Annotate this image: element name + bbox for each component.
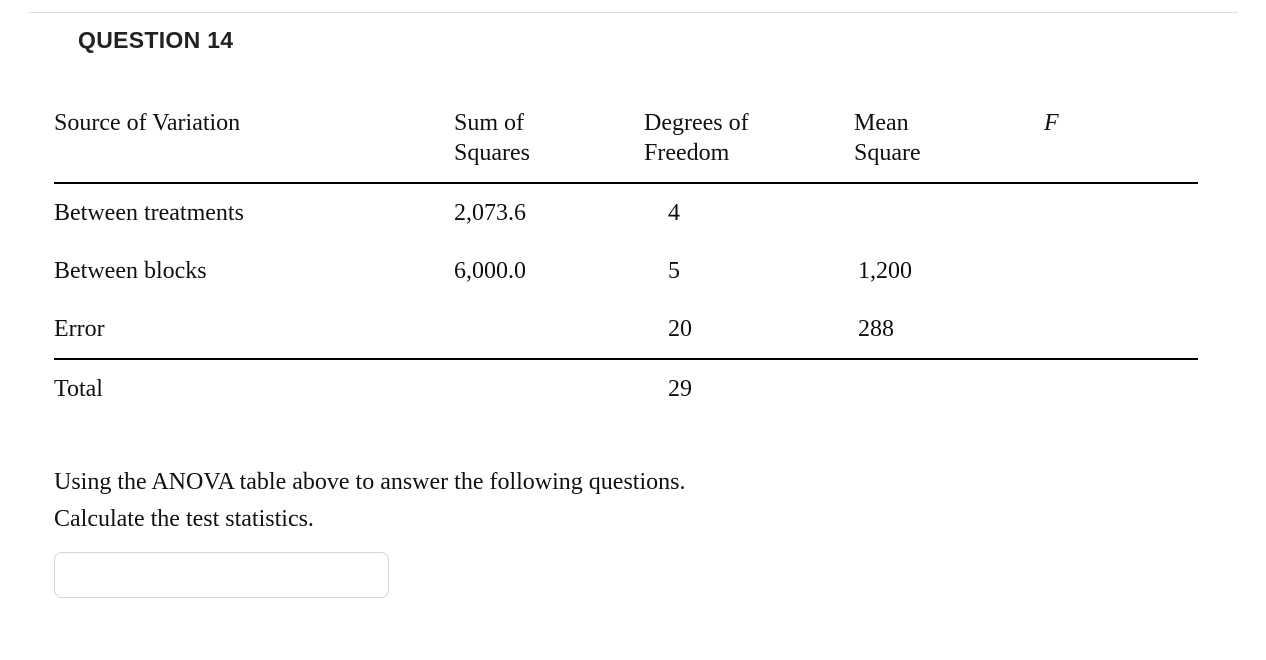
table-row: Error 20 288 <box>54 300 1198 359</box>
cell-ms: 288 <box>854 300 1044 359</box>
cell-ss <box>454 300 644 359</box>
prompt-line-2: Calculate the test statistics. <box>54 501 1238 538</box>
cell-df: 5 <box>644 242 854 300</box>
cell-source: Between treatments <box>54 183 454 242</box>
cell-ms <box>854 183 1044 242</box>
header-df-line1: Degrees of <box>644 108 846 138</box>
answer-input[interactable] <box>54 552 389 598</box>
top-horizontal-rule <box>28 12 1238 13</box>
cell-f <box>1044 359 1198 418</box>
table-row: Between blocks 6,000.0 5 1,200 <box>54 242 1198 300</box>
header-ms-line1: Mean <box>854 108 1036 138</box>
cell-source: Between blocks <box>54 242 454 300</box>
header-ss-line1: Sum of <box>454 108 636 138</box>
cell-f <box>1044 300 1198 359</box>
cell-ss <box>454 359 644 418</box>
cell-f <box>1044 242 1198 300</box>
cell-source: Total <box>54 359 454 418</box>
header-ms-line2: Square <box>854 138 1036 168</box>
cell-ms: 1,200 <box>854 242 1044 300</box>
cell-source: Error <box>54 300 454 359</box>
header-ss-line2: Squares <box>454 138 636 168</box>
cell-df: 20 <box>644 300 854 359</box>
anova-table: Source of Variation Sum of Squares Degre… <box>54 94 1198 418</box>
cell-ss: 6,000.0 <box>454 242 644 300</box>
cell-ms <box>854 359 1044 418</box>
cell-ss: 2,073.6 <box>454 183 644 242</box>
header-sum-of-squares: Sum of Squares <box>454 94 644 183</box>
header-mean-square: Mean Square <box>854 94 1044 183</box>
table-header-row: Source of Variation Sum of Squares Degre… <box>54 94 1198 183</box>
header-f-statistic: F <box>1044 94 1198 183</box>
cell-df: 29 <box>644 359 854 418</box>
table-row-total: Total 29 <box>54 359 1198 418</box>
header-source: Source of Variation <box>54 94 454 183</box>
cell-f <box>1044 183 1198 242</box>
prompt-line-1: Using the ANOVA table above to answer th… <box>54 464 1238 501</box>
cell-df: 4 <box>644 183 854 242</box>
question-heading: QUESTION 14 <box>78 27 1238 54</box>
question-prompt: Using the ANOVA table above to answer th… <box>54 464 1238 598</box>
table-row: Between treatments 2,073.6 4 <box>54 183 1198 242</box>
question-page: QUESTION 14 Source of Variation Sum of S… <box>0 0 1266 598</box>
header-df-line2: Freedom <box>644 138 846 168</box>
header-degrees-of-freedom: Degrees of Freedom <box>644 94 854 183</box>
